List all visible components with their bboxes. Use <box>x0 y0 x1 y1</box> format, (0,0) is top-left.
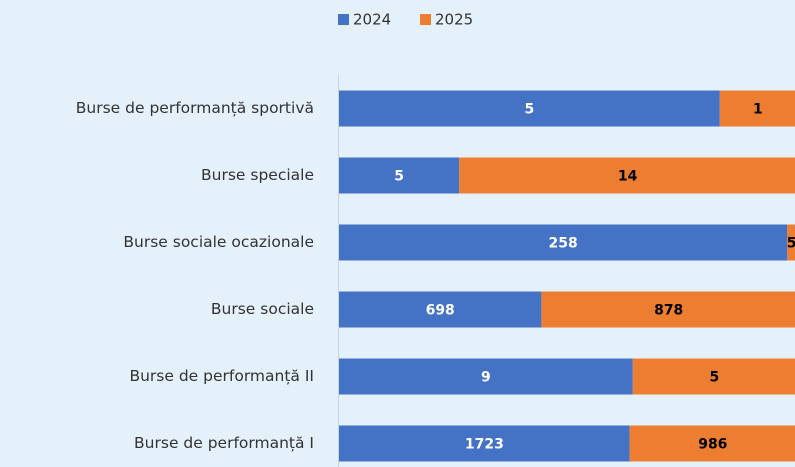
bar-segment <box>339 425 630 462</box>
value-label: 5 <box>525 102 535 118</box>
value-label: 258 <box>549 236 578 252</box>
bar-segment <box>339 90 720 127</box>
value-label: 986 <box>698 437 727 453</box>
legend-label: 2024 <box>353 11 391 29</box>
bar-segment <box>629 425 795 462</box>
bar-segment <box>339 358 633 395</box>
value-label: 5 <box>787 236 795 252</box>
value-label: 5 <box>710 370 720 386</box>
value-label: 14 <box>618 169 638 185</box>
value-label: 878 <box>654 303 683 319</box>
category-label: Burse speciale <box>201 166 314 184</box>
bar-segment <box>787 224 795 261</box>
bar-segment <box>339 157 460 194</box>
bar-segment <box>541 291 795 328</box>
legend-swatch <box>420 14 431 25</box>
category-label: Burse de performanță I <box>134 434 314 452</box>
category-label: Burse sociale <box>211 300 314 318</box>
value-label: 9 <box>481 370 491 386</box>
category-label: Burse de performanță sportivă <box>76 99 314 117</box>
value-label: 698 <box>426 303 455 319</box>
category-label: Burse sociale ocazionale <box>123 233 314 251</box>
value-label: 1723 <box>465 437 504 453</box>
bar-segment <box>339 224 788 261</box>
category-label: Burse de performanță II <box>129 367 314 385</box>
value-label: 5 <box>394 169 404 185</box>
bar-segment <box>459 157 795 194</box>
legend-swatch <box>338 14 349 25</box>
bar-segment <box>632 358 795 395</box>
bar-segment <box>719 90 795 127</box>
legend-label: 2025 <box>435 11 473 29</box>
bar-segment <box>339 291 542 328</box>
value-label: 1 <box>753 102 763 118</box>
